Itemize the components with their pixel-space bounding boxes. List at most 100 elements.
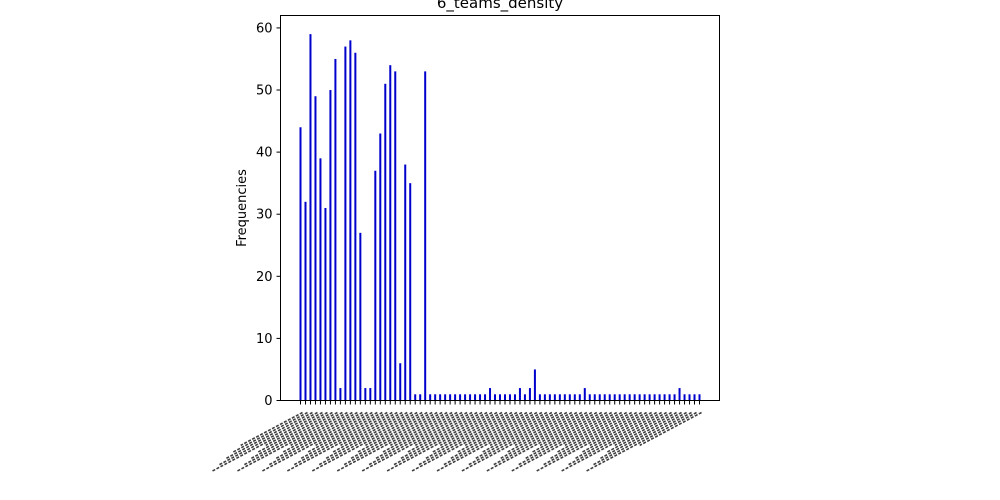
bar xyxy=(643,394,646,401)
bar xyxy=(683,394,686,401)
x-tick-label xyxy=(268,411,368,466)
bar xyxy=(608,394,611,401)
bar xyxy=(484,394,487,401)
x-tick-label xyxy=(499,411,588,460)
bar xyxy=(653,394,656,401)
bar xyxy=(354,52,357,401)
bar xyxy=(339,388,342,401)
x-tick-label xyxy=(567,411,667,466)
x-tick-label xyxy=(510,411,623,473)
bar xyxy=(429,394,432,401)
x-tick-label xyxy=(485,411,598,473)
chart-title: 6_teams_density xyxy=(437,0,563,13)
bar xyxy=(538,394,541,401)
x-tick-label xyxy=(235,411,348,473)
x-tick-label xyxy=(557,411,633,453)
x-tick-label xyxy=(410,411,523,473)
x-tick-label xyxy=(432,411,508,453)
bar xyxy=(334,58,337,401)
bar xyxy=(553,394,556,401)
x-tick-label xyxy=(317,411,418,466)
bar xyxy=(424,71,427,401)
x-tick-label xyxy=(489,411,553,447)
x-tick-label xyxy=(539,411,603,447)
bar xyxy=(324,208,327,401)
bars-group xyxy=(299,34,701,401)
x-tick-label xyxy=(474,411,563,460)
bar xyxy=(533,369,536,401)
bar xyxy=(479,394,482,401)
bar xyxy=(618,394,621,401)
x-tick-label xyxy=(584,411,697,473)
x-tick-label xyxy=(290,411,353,447)
y-axis-ticks: 0 10 20 30 40 50 60 xyxy=(256,21,281,409)
bar xyxy=(474,394,477,401)
bar xyxy=(573,394,576,401)
y-tick-label: 0 xyxy=(264,394,272,409)
bar xyxy=(344,46,347,401)
x-tick-label xyxy=(407,411,483,453)
bar xyxy=(394,71,397,401)
x-tick-label xyxy=(389,411,453,447)
y-tick-label: 60 xyxy=(256,21,273,36)
bar xyxy=(309,34,312,401)
x-tick-label xyxy=(357,411,433,453)
x-tick-label xyxy=(439,411,503,447)
x-tick-label xyxy=(382,411,458,453)
x-tick-label xyxy=(442,411,543,466)
y-axis-label: Frequencies xyxy=(235,169,250,247)
bar xyxy=(548,394,551,401)
x-tick-label xyxy=(342,411,443,466)
bar xyxy=(499,394,501,401)
x-tick-label xyxy=(639,411,702,447)
x-tick-label xyxy=(450,411,538,460)
x-tick-label xyxy=(210,411,323,473)
x-tick-label xyxy=(265,411,328,447)
x-tick-label xyxy=(582,411,657,453)
x-tick-label xyxy=(300,411,388,460)
bar xyxy=(359,232,362,401)
bar xyxy=(558,394,561,401)
x-tick-label xyxy=(535,411,648,473)
x-tick-label xyxy=(315,411,378,447)
x-tick-label xyxy=(218,411,318,466)
x-tick-label xyxy=(614,411,677,447)
x-tick-label xyxy=(492,411,593,466)
bar xyxy=(678,388,681,401)
x-tick-label xyxy=(460,411,573,473)
bar xyxy=(508,394,511,401)
x-tick-label xyxy=(310,411,423,473)
bar xyxy=(638,394,641,401)
y-tick-label: 40 xyxy=(256,146,273,161)
x-tick-label xyxy=(574,411,662,460)
x-tick-label xyxy=(392,411,493,466)
x-tick-label xyxy=(400,411,488,460)
x-tick-label xyxy=(425,411,513,460)
x-tick-label xyxy=(589,411,653,447)
bar xyxy=(693,394,696,401)
x-tick-label xyxy=(564,411,628,447)
x-tick-label xyxy=(385,411,498,473)
bar xyxy=(578,394,581,401)
plot-frame xyxy=(280,15,720,401)
x-tick-label xyxy=(592,411,692,466)
bar xyxy=(299,127,302,401)
bar xyxy=(633,394,636,401)
bar xyxy=(663,394,666,401)
bar xyxy=(628,394,631,401)
x-tick-label xyxy=(464,411,528,447)
y-tick-label: 10 xyxy=(256,332,273,347)
bar xyxy=(389,65,392,401)
x-tick-label xyxy=(559,411,672,473)
bar xyxy=(374,170,377,401)
x-tick-label xyxy=(482,411,558,453)
bar xyxy=(603,394,606,401)
bar xyxy=(568,394,571,401)
x-tick-label xyxy=(243,411,343,466)
bar xyxy=(698,394,701,401)
bar xyxy=(459,394,462,401)
bar xyxy=(688,394,691,401)
bar xyxy=(439,394,442,401)
x-tick-label xyxy=(514,411,578,447)
bar xyxy=(523,394,526,401)
